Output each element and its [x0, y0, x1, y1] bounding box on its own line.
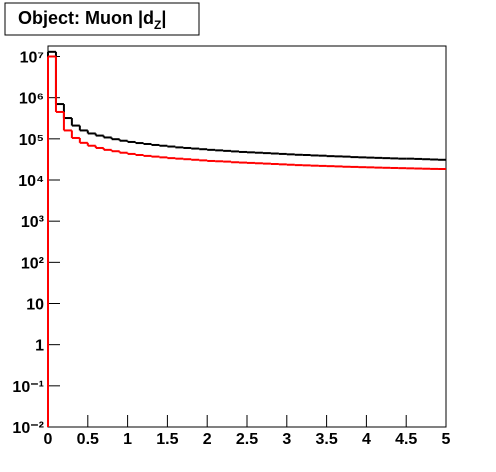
y-tick-label: 10³	[21, 214, 44, 231]
x-tick-label: 4.5	[395, 431, 417, 448]
x-tick-label: 2	[203, 431, 212, 448]
y-tick-label: 10⁵	[19, 132, 44, 149]
title-box	[4, 2, 200, 36]
x-tick-label: 0	[44, 431, 53, 448]
y-tick-label: 10⁶	[19, 91, 44, 108]
x-tick-label: 3	[282, 431, 291, 448]
title-part: Object: Muon |d	[18, 8, 154, 28]
x-tick-label: 1	[123, 431, 132, 448]
x-tick-label: 1.5	[156, 431, 178, 448]
y-tick-label: 10⁻²	[12, 420, 44, 437]
x-tick-label: 2.5	[236, 431, 258, 448]
title-part: |	[161, 8, 166, 28]
x-tick-label: 0.5	[77, 431, 99, 448]
y-tick-label: 10⁴	[18, 173, 44, 190]
x-tick-label: 4	[362, 431, 371, 448]
y-tick-label: 10²	[21, 255, 44, 272]
y-tick-label: 10	[26, 297, 44, 314]
title-subscript: Z	[154, 18, 161, 32]
y-tick-label: 10⁷	[20, 50, 44, 67]
y-tick-label: 10⁻¹	[12, 379, 44, 396]
plot-frame	[47, 45, 447, 428]
x-tick-label: 5	[442, 431, 451, 448]
x-tick-label: 3.5	[315, 431, 337, 448]
y-tick-label: 1	[35, 338, 44, 355]
chart-title: Object: Muon |dZ|	[18, 8, 166, 32]
